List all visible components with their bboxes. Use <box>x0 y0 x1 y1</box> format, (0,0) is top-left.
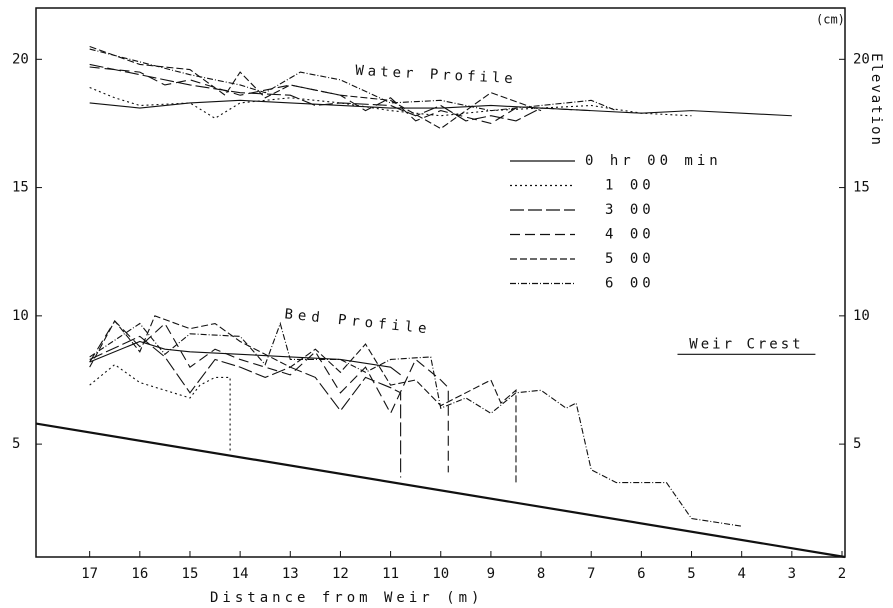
legend-label: 5 00 <box>605 251 655 267</box>
legend-label: 6 00 <box>605 276 655 292</box>
y2-tick-label: 5 <box>853 436 861 452</box>
x-tick-label: 13 <box>282 566 299 582</box>
water-profile-line <box>89 87 692 119</box>
x-tick-label: 10 <box>432 566 449 582</box>
y2-axis-label: Elevation <box>868 53 884 147</box>
y2-tick-label: 10 <box>853 308 870 324</box>
x-tick-label: 3 <box>788 566 796 582</box>
x-tick-label: 11 <box>382 566 399 582</box>
y2-tick-label: 20 <box>853 51 870 67</box>
bed-profile-line <box>89 340 401 376</box>
y-tick-label: 20 <box>12 51 29 67</box>
bed-profile-line <box>89 363 231 452</box>
x-tick-label: 12 <box>332 566 349 582</box>
water-annotation: Water Profile <box>355 63 517 87</box>
x-tick-label: 8 <box>537 566 545 582</box>
legend-label: 1 00 <box>605 178 655 194</box>
legend-label: 0 hr 00 min <box>585 153 722 169</box>
x-tick-label: 9 <box>487 566 495 582</box>
water-profile-line <box>89 66 517 125</box>
y-tick-label: 10 <box>12 308 29 324</box>
bed-profile-line <box>89 320 449 473</box>
bed-profile-line <box>89 335 402 478</box>
bed-annotation: Bed Profile <box>284 306 433 337</box>
x-tick-label: 15 <box>182 566 199 582</box>
x-tick-label: 2 <box>838 566 846 582</box>
x-tick-label: 6 <box>637 566 645 582</box>
y-axis-unit: (cm) <box>816 13 845 27</box>
x-tick-label: 4 <box>737 566 745 582</box>
water-profile-line <box>89 48 617 112</box>
y-tick-label: 15 <box>12 180 29 196</box>
legend-label: 3 00 <box>605 202 655 218</box>
x-tick-label: 5 <box>687 566 695 582</box>
water-profile-line <box>89 63 592 122</box>
legend-label: 4 00 <box>605 227 655 243</box>
y2-tick-label: 15 <box>853 180 870 196</box>
bed-profile-line <box>89 315 517 483</box>
x-axis-label: Distance from Weir (m) <box>210 590 483 606</box>
x-tick-label: 7 <box>587 566 595 582</box>
plot-frame <box>35 7 846 558</box>
x-tick-label: 17 <box>81 566 98 582</box>
y-tick-label: 5 <box>12 436 20 452</box>
water-profile-line <box>89 99 792 117</box>
x-tick-label: 14 <box>232 566 249 582</box>
water-profile-line <box>89 45 542 130</box>
x-tick-label: 16 <box>131 566 148 582</box>
weir-crest-label: Weir Crest <box>689 336 803 352</box>
bed-profile-line <box>89 321 742 527</box>
channel-bed-line <box>35 422 846 559</box>
